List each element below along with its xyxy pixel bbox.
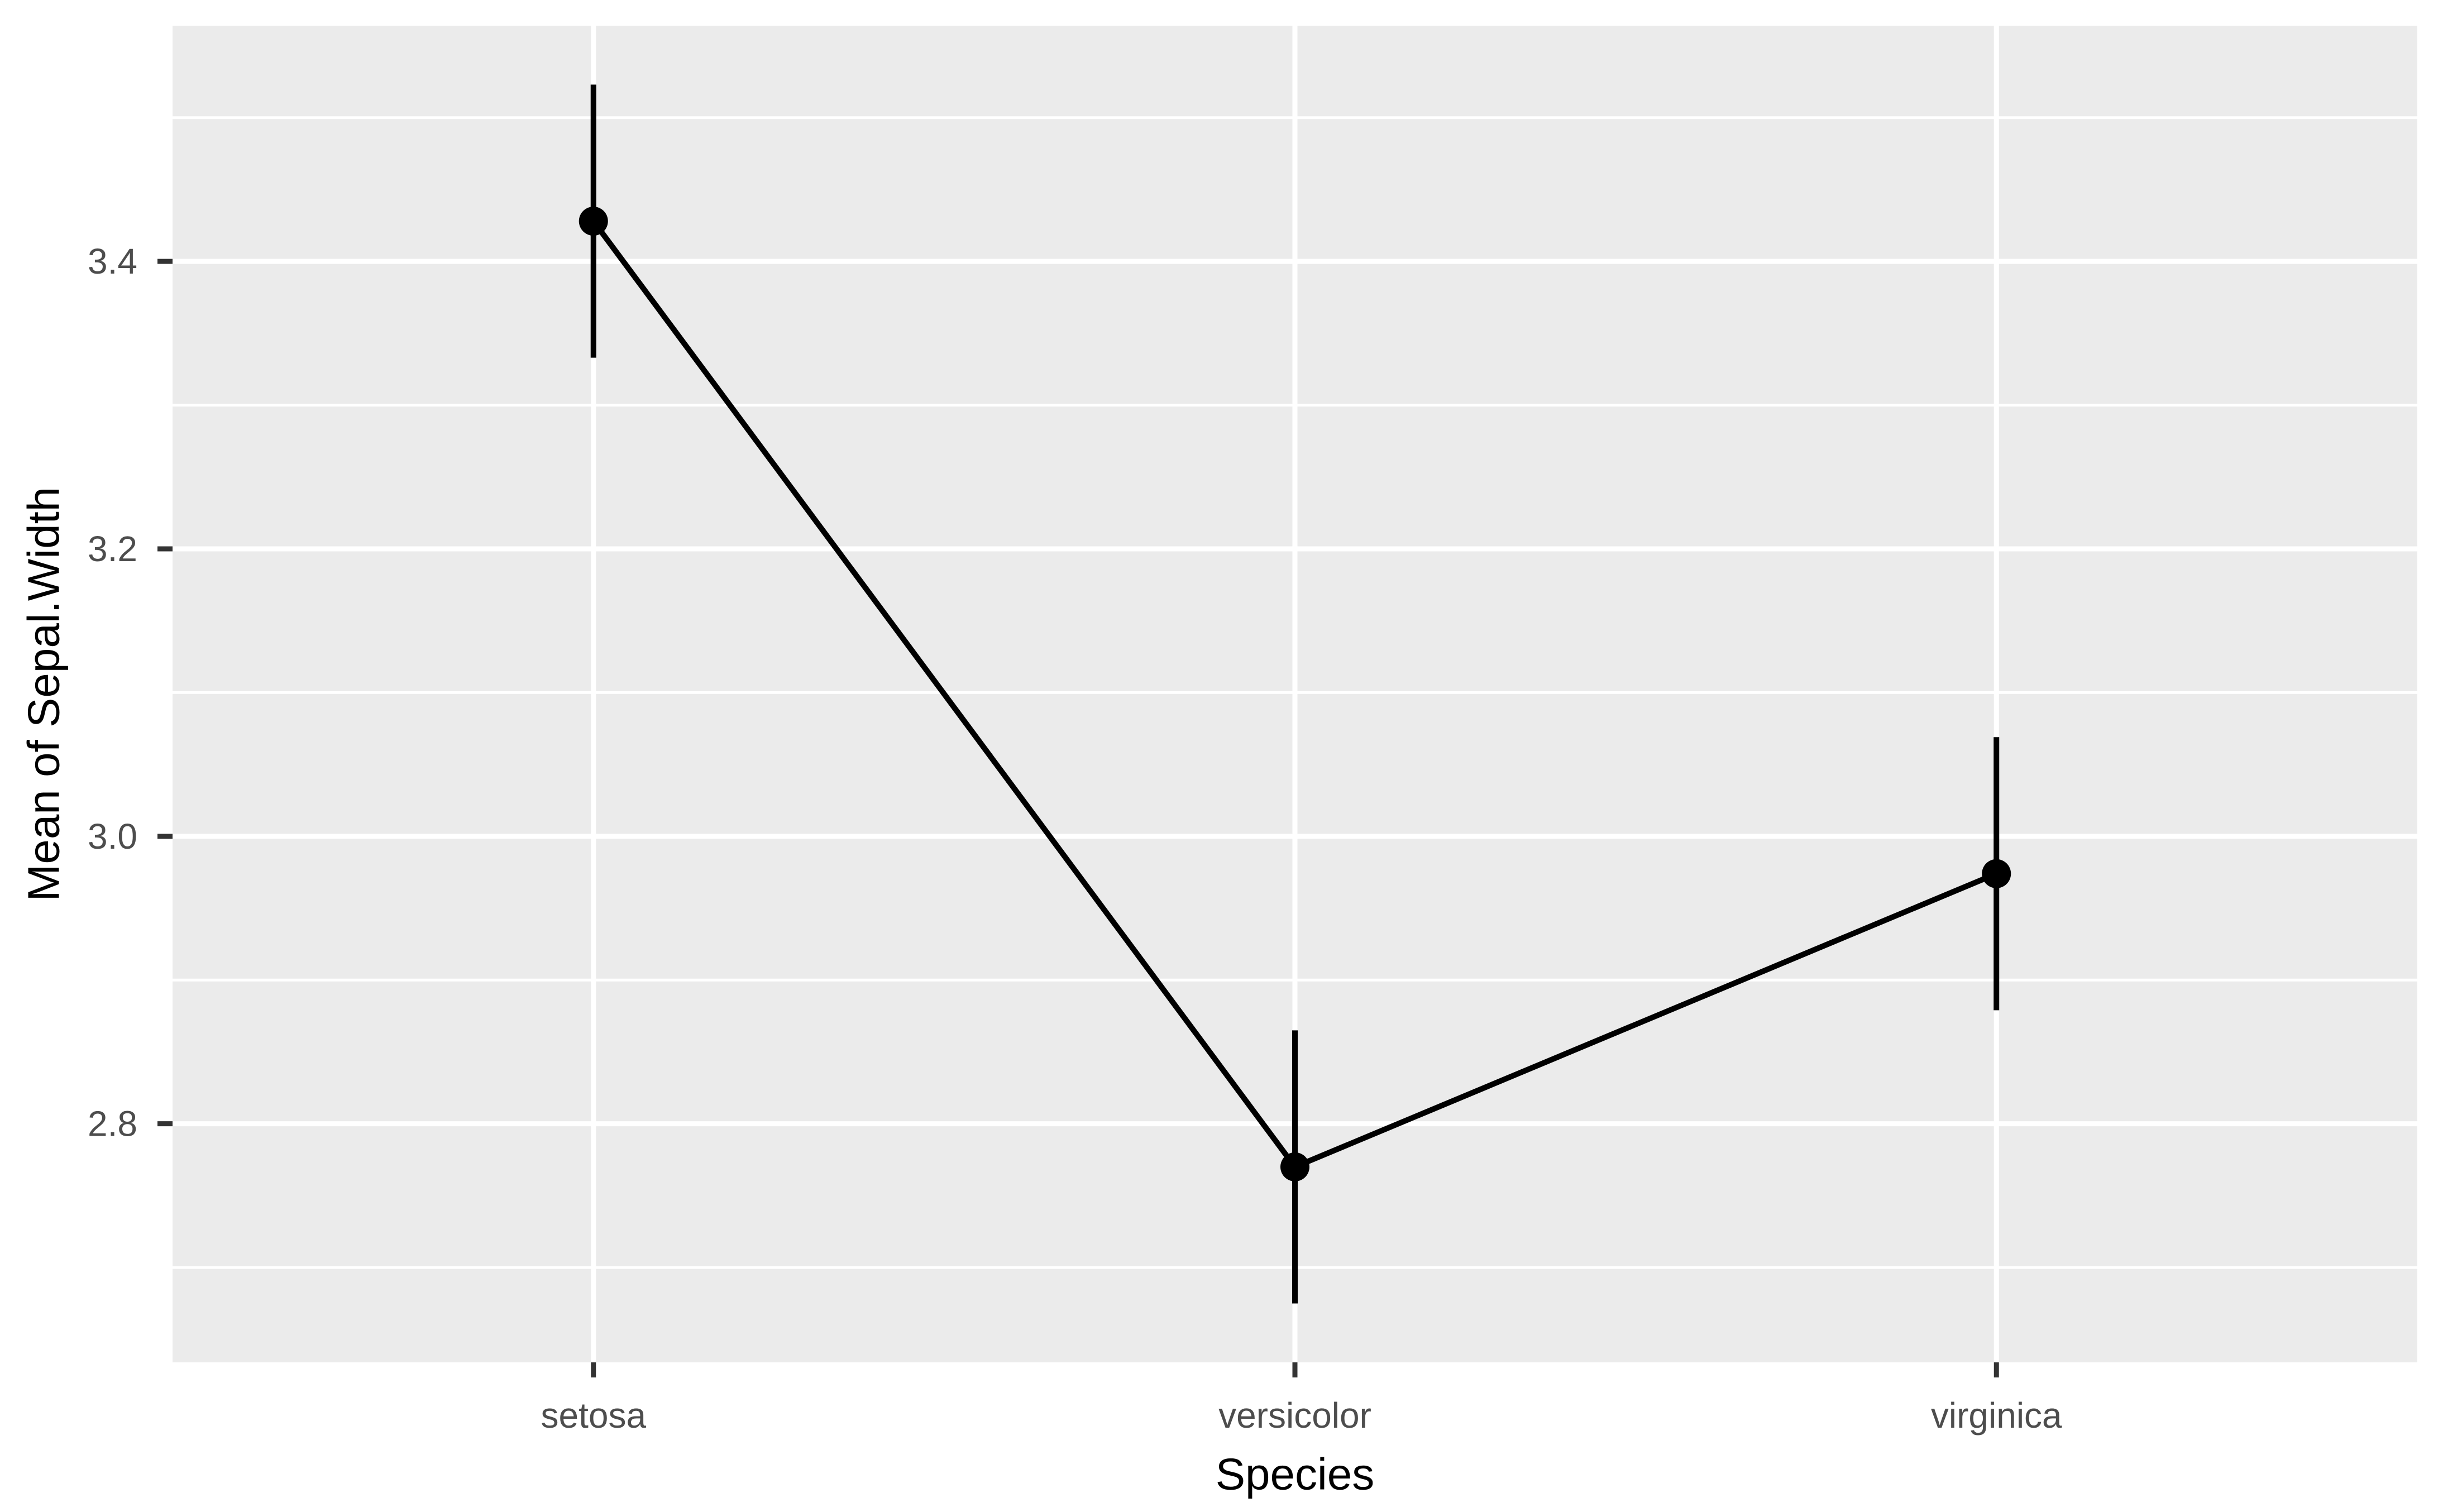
data-points [579,207,2011,1181]
y-tick-labels: 2.8 3.0 3.2 3.4 [88,241,137,1144]
data-point [1982,859,2011,888]
data-point [579,207,608,236]
data-point [1280,1152,1309,1181]
x-axis-title: Species [1216,1449,1375,1499]
x-tick-labels: setosa versicolor virginica [541,1395,2062,1436]
y-tick-label: 3.4 [88,241,137,281]
y-tick-label: 3.0 [88,816,137,857]
y-axis-title: Mean of Sepal.Width [19,487,69,902]
x-tick-label: versicolor [1218,1395,1371,1436]
axis-ticks [157,259,1999,1377]
y-tick-label: 2.8 [88,1104,137,1144]
x-tick-label: virginica [1931,1395,2062,1436]
y-tick-label: 3.2 [88,529,137,569]
x-tick-label: setosa [541,1395,646,1436]
